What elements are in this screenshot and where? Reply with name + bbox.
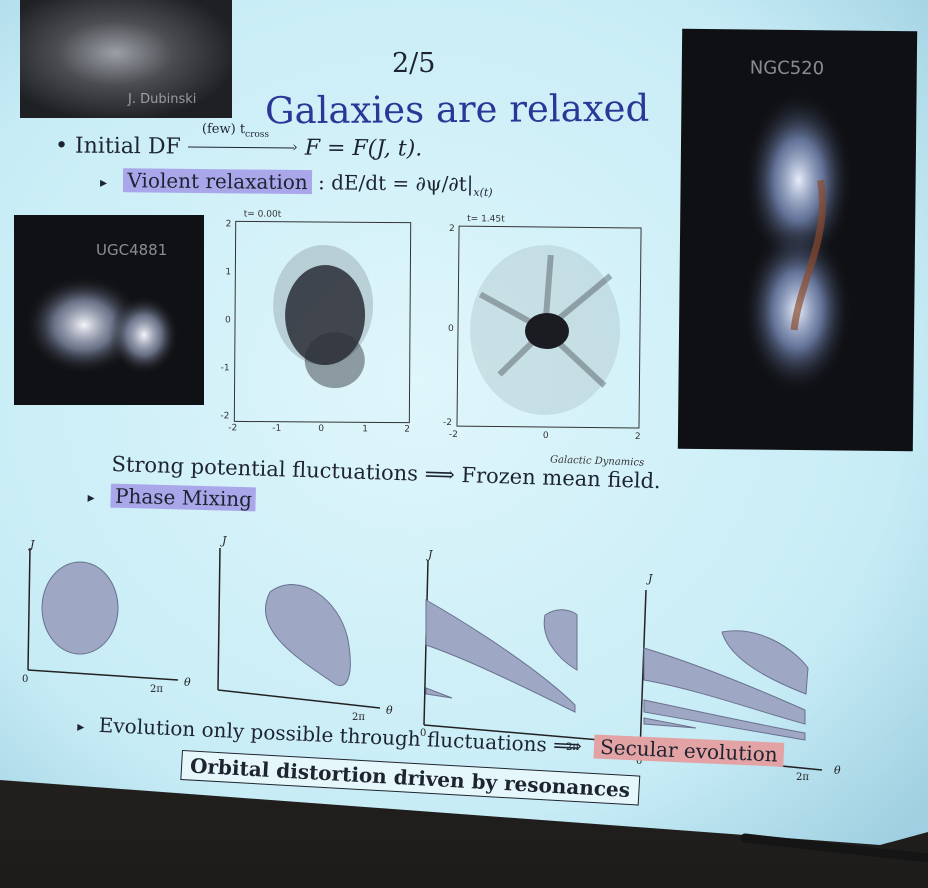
scatter-plot [456,225,642,429]
ugc-label: UGC4881 [96,241,168,259]
y-tick: 1 [225,267,232,278]
galaxy-image [24,275,179,375]
phase-mixing-highlight: Phase Mixing [110,483,257,512]
x-tick: 0 [318,424,325,435]
axis-label-2pi: 2π [352,712,365,723]
pointer-stick [740,833,928,863]
sub-bullet-icon: ▸ [76,718,85,736]
sim-time-label: t= 0.00t [243,209,282,220]
sim-time-label: t= 1.45t [467,214,505,225]
bullet-initial-df: • Initial DF (few) tcross › F = F(J, t). [54,122,423,162]
violent-relaxation-line: ▸ Violent relaxation : dE/dt = ∂ψ/∂t|x(t… [100,168,493,199]
arrow-annotation: (few) tcross › [187,122,298,159]
axis-label-theta: θ [386,704,393,717]
top-photo-credit: J. Dubinski [128,92,197,107]
arrow-label: (few) t [201,121,246,138]
sub-bullet-icon: ▸ [87,489,95,507]
axis-label-zero: 0 [22,674,29,685]
initial-df-text: • Initial DF [54,133,181,160]
axis-label-zero: 0 [636,756,643,767]
top-left-photo: J. Dubinski [20,0,232,118]
axis-label-2pi: 2π [150,684,163,695]
axis-label-j: J [30,538,35,551]
simulation-plot-relaxed: t= 1.45t 2 0 -2 -2 0 2 [439,214,651,446]
y-tick: -2 [220,411,230,422]
sub-bullet-icon: ▸ [99,174,108,192]
x-tick: -2 [448,429,458,441]
violent-relaxation-highlight: Violent relaxation [123,168,312,195]
phase-mixing-line: ▸ Phase Mixing [87,483,257,512]
x-tick: 2 [634,431,641,443]
scatter-plot [233,220,412,424]
x-tick: 1 [362,424,369,435]
ngc-galaxy-photo: NGC520 [677,28,918,452]
axis-label-j: J [428,548,433,561]
y-tick: 2 [225,219,232,230]
ngc-label: NGC520 [749,57,825,80]
violent-equation-sub: x(t) [473,185,493,200]
axis-label-j: J [222,534,227,547]
axis-label-zero: 0 [420,728,427,739]
long-right-arrow-icon [187,146,294,149]
y-tick: -1 [220,363,230,374]
x-tick: -1 [272,423,282,434]
simulation-plot-initial: t= 0.00t 2 1 0 -1 -2 -2 -1 0 1 2 [214,209,421,440]
galaxy-image [742,90,854,395]
arrow-label-sub: cross [245,129,270,140]
arrow-head-icon: › [292,139,298,156]
axis-label-theta: θ [834,764,841,777]
axis-label-2pi: 2π [566,742,579,753]
ugc-galaxy-photo: UGC4881 [14,215,204,405]
page-number: 2/5 [392,48,436,79]
violent-equation: : dE/dt = ∂ψ/∂t| [317,170,474,196]
x-tick: 2 [404,424,411,435]
x-tick: 0 [542,430,549,442]
x-tick: -2 [228,423,238,434]
axis-label-theta: θ [184,676,191,689]
y-tick: -2 [442,417,453,429]
axis-label-2pi: 2π [796,772,809,783]
y-tick: 0 [447,323,454,335]
slide-title: Galaxies are relaxed [264,86,650,133]
y-tick: 2 [449,223,455,235]
axis-label-j: J [648,572,653,585]
y-tick: 0 [224,315,231,326]
df-result: F = F(J, t). [304,135,423,162]
